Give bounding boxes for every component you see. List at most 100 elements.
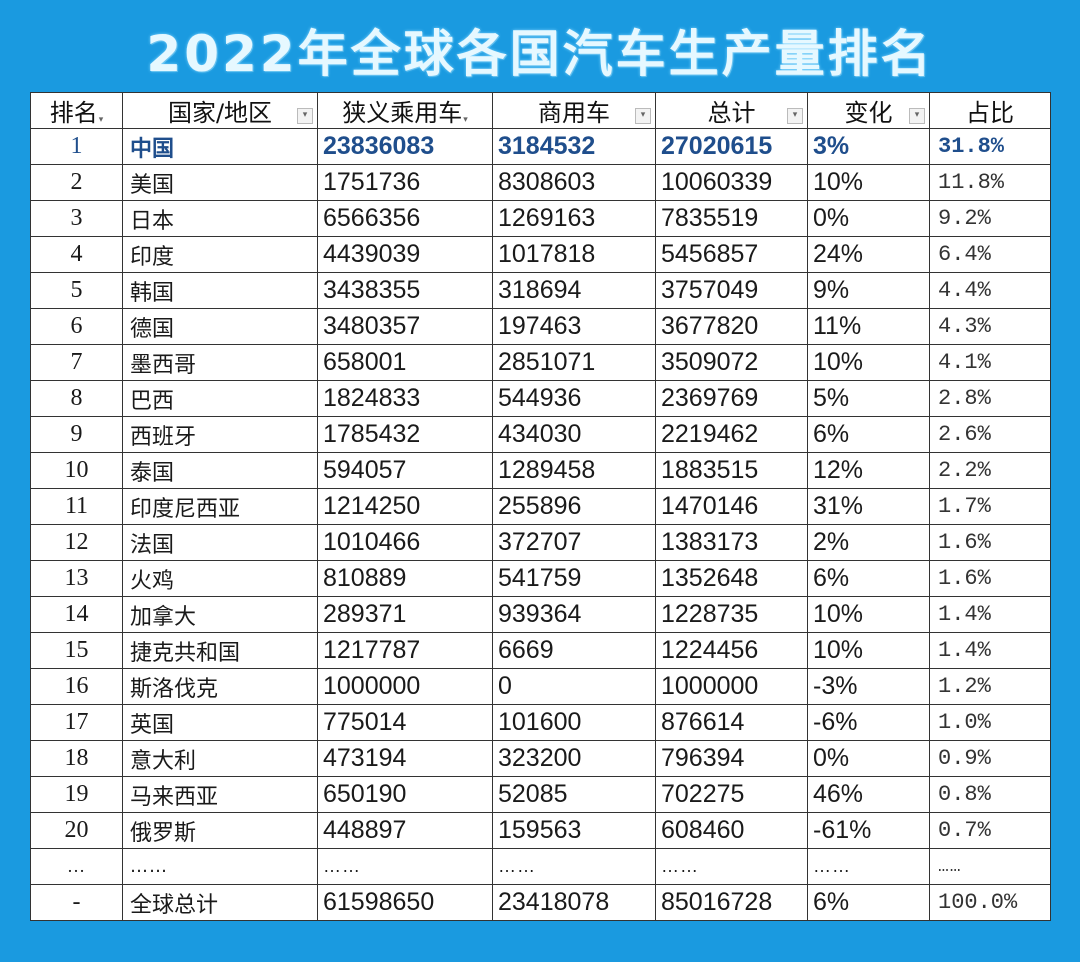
column-header-change[interactable]: 变化 ▾: [807, 92, 930, 129]
total-cell[interactable]: 1224456: [655, 632, 808, 669]
passenger-cars-cell[interactable]: 23836083: [317, 128, 493, 165]
country-cell[interactable]: 西班牙: [122, 416, 318, 453]
commercial-vehicles-cell[interactable]: 541759: [492, 560, 656, 597]
change-cell[interactable]: 6%: [807, 560, 930, 597]
passenger-cars-cell[interactable]: 1751736: [317, 164, 493, 201]
total-cell[interactable]: 1000000: [655, 668, 808, 705]
passenger-cars-cell[interactable]: 289371: [317, 596, 493, 633]
commercial-vehicles-cell[interactable]: 101600: [492, 704, 656, 741]
commercial-vehicles-cell[interactable]: 1017818: [492, 236, 656, 273]
share-cell[interactable]: 11.8%: [929, 164, 1051, 201]
commercial-vehicles-cell[interactable]: 3184532: [492, 128, 656, 165]
total-cell[interactable]: 1883515: [655, 452, 808, 489]
rank-cell[interactable]: 15: [30, 632, 123, 669]
passenger-cars-cell[interactable]: 810889: [317, 560, 493, 597]
total-cell[interactable]: 1352648: [655, 560, 808, 597]
country-cell[interactable]: 英国: [122, 704, 318, 741]
rank-cell[interactable]: 20: [30, 812, 123, 849]
passenger-cars-cell[interactable]: 1214250: [317, 488, 493, 525]
change-cell[interactable]: 0%: [807, 200, 930, 237]
share-cell[interactable]: 100.0%: [929, 884, 1051, 921]
change-cell[interactable]: 24%: [807, 236, 930, 273]
change-cell[interactable]: 3%: [807, 128, 930, 165]
share-cell[interactable]: 6.4%: [929, 236, 1051, 273]
total-cell[interactable]: 10060339: [655, 164, 808, 201]
rank-cell[interactable]: 10: [30, 452, 123, 489]
commercial-vehicles-cell[interactable]: 255896: [492, 488, 656, 525]
country-cell[interactable]: 印度: [122, 236, 318, 273]
country-cell[interactable]: 日本: [122, 200, 318, 237]
passenger-cars-cell[interactable]: 3480357: [317, 308, 493, 345]
filter-dropdown-icon[interactable]: ▾: [909, 108, 925, 124]
share-cell[interactable]: 2.2%: [929, 452, 1051, 489]
share-cell[interactable]: 31.8%: [929, 128, 1051, 165]
total-cell[interactable]: 2369769: [655, 380, 808, 417]
rank-cell[interactable]: 8: [30, 380, 123, 417]
column-header-share[interactable]: 占比: [929, 92, 1051, 129]
change-cell[interactable]: 12%: [807, 452, 930, 489]
commercial-vehicles-cell[interactable]: 2851071: [492, 344, 656, 381]
total-cell[interactable]: 796394: [655, 740, 808, 777]
change-cell[interactable]: 0%: [807, 740, 930, 777]
commercial-vehicles-cell[interactable]: 0: [492, 668, 656, 705]
commercial-vehicles-cell[interactable]: 1269163: [492, 200, 656, 237]
change-cell[interactable]: 5%: [807, 380, 930, 417]
commercial-vehicles-cell[interactable]: 939364: [492, 596, 656, 633]
commercial-vehicles-cell[interactable]: 159563: [492, 812, 656, 849]
country-cell[interactable]: 斯洛伐克: [122, 668, 318, 705]
rank-cell[interactable]: 19: [30, 776, 123, 813]
commercial-vehicles-cell[interactable]: 23418078: [492, 884, 656, 921]
share-cell[interactable]: 1.0%: [929, 704, 1051, 741]
passenger-cars-cell[interactable]: 1217787: [317, 632, 493, 669]
share-cell[interactable]: 1.7%: [929, 488, 1051, 525]
total-cell[interactable]: 876614: [655, 704, 808, 741]
total-cell[interactable]: 5456857: [655, 236, 808, 273]
change-cell[interactable]: 10%: [807, 344, 930, 381]
country-cell[interactable]: 加拿大: [122, 596, 318, 633]
rank-cell[interactable]: 17: [30, 704, 123, 741]
passenger-cars-cell[interactable]: 1785432: [317, 416, 493, 453]
passenger-cars-cell[interactable]: 650190: [317, 776, 493, 813]
rank-cell[interactable]: 2: [30, 164, 123, 201]
total-cell[interactable]: 27020615: [655, 128, 808, 165]
commercial-vehicles-cell[interactable]: 323200: [492, 740, 656, 777]
rank-cell[interactable]: 6: [30, 308, 123, 345]
share-cell[interactable]: 4.4%: [929, 272, 1051, 309]
share-cell[interactable]: 1.2%: [929, 668, 1051, 705]
passenger-cars-cell[interactable]: 594057: [317, 452, 493, 489]
change-cell[interactable]: -6%: [807, 704, 930, 741]
country-cell[interactable]: 意大利: [122, 740, 318, 777]
column-header-country[interactable]: 国家/地区 ▾: [122, 92, 318, 129]
commercial-vehicles-cell[interactable]: ……: [492, 848, 656, 885]
country-cell[interactable]: 韩国: [122, 272, 318, 309]
change-cell[interactable]: 31%: [807, 488, 930, 525]
column-header-total[interactable]: 总计 ▾: [655, 92, 808, 129]
commercial-vehicles-cell[interactable]: 52085: [492, 776, 656, 813]
country-cell[interactable]: 德国: [122, 308, 318, 345]
change-cell[interactable]: 2%: [807, 524, 930, 561]
total-cell[interactable]: 608460: [655, 812, 808, 849]
rank-cell[interactable]: 16: [30, 668, 123, 705]
rank-cell[interactable]: 9: [30, 416, 123, 453]
change-cell[interactable]: 6%: [807, 416, 930, 453]
column-header-passenger[interactable]: 狭义乘用车▾: [317, 92, 493, 129]
passenger-cars-cell[interactable]: 61598650: [317, 884, 493, 921]
rank-cell[interactable]: …: [30, 848, 123, 885]
commercial-vehicles-cell[interactable]: 8308603: [492, 164, 656, 201]
commercial-vehicles-cell[interactable]: 434030: [492, 416, 656, 453]
country-cell[interactable]: 全球总计: [122, 884, 318, 921]
filter-dropdown-icon[interactable]: ▾: [635, 108, 651, 124]
passenger-cars-cell[interactable]: 1000000: [317, 668, 493, 705]
change-cell[interactable]: 11%: [807, 308, 930, 345]
commercial-vehicles-cell[interactable]: 544936: [492, 380, 656, 417]
share-cell[interactable]: 1.4%: [929, 596, 1051, 633]
country-cell[interactable]: 美国: [122, 164, 318, 201]
share-cell[interactable]: ……: [929, 848, 1051, 885]
rank-cell[interactable]: 12: [30, 524, 123, 561]
filter-dropdown-icon[interactable]: ▾: [98, 115, 104, 125]
share-cell[interactable]: 4.3%: [929, 308, 1051, 345]
rank-cell[interactable]: 18: [30, 740, 123, 777]
filter-dropdown-icon[interactable]: ▾: [463, 115, 468, 125]
share-cell[interactable]: 0.7%: [929, 812, 1051, 849]
total-cell[interactable]: ……: [655, 848, 808, 885]
